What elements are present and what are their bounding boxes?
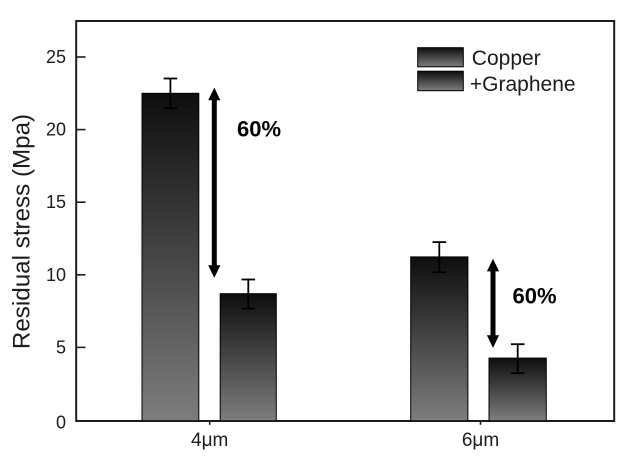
svg-text:5: 5 xyxy=(56,337,66,357)
svg-text:60%: 60% xyxy=(237,117,281,142)
svg-text:15: 15 xyxy=(46,192,66,212)
svg-text:Residual stress (Mpa): Residual stress (Mpa) xyxy=(9,114,36,349)
svg-text:+Graphene: +Graphene xyxy=(470,73,576,96)
svg-text:60%: 60% xyxy=(513,284,557,309)
svg-text:6μm: 6μm xyxy=(462,430,499,451)
svg-text:10: 10 xyxy=(46,265,66,285)
svg-text:0: 0 xyxy=(56,412,66,432)
svg-text:4μm: 4μm xyxy=(191,430,228,451)
svg-text:20: 20 xyxy=(46,120,66,140)
svg-text:25: 25 xyxy=(46,47,66,67)
svg-text:Copper: Copper xyxy=(472,47,541,70)
